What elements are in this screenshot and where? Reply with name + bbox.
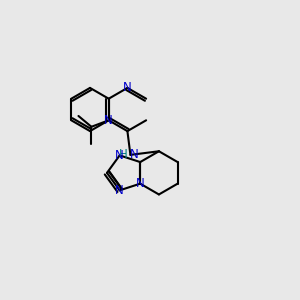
Text: H: H	[118, 148, 127, 161]
Text: N: N	[115, 149, 124, 162]
Text: N: N	[115, 184, 124, 197]
Text: N: N	[104, 114, 113, 127]
Text: N: N	[123, 81, 132, 94]
Text: N: N	[136, 177, 145, 190]
Text: N: N	[130, 148, 138, 161]
